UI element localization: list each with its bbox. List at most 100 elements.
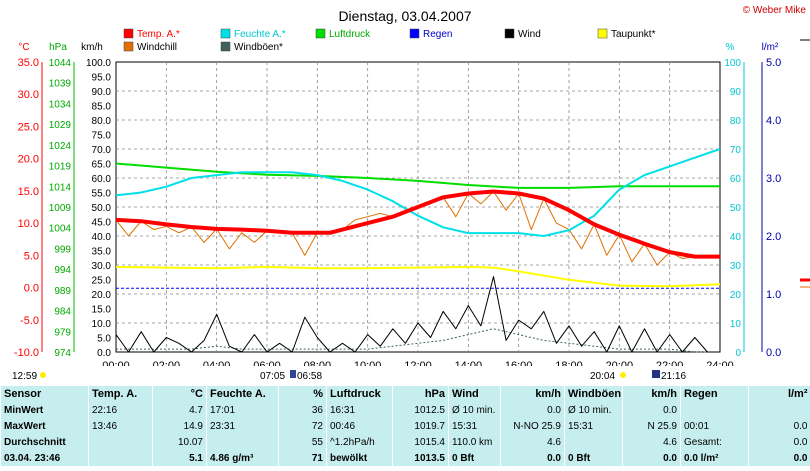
stats-cell: Ø 10 min.	[448, 402, 501, 418]
stats-cell	[206, 434, 279, 450]
x-tick-label: 18:00	[555, 360, 583, 366]
series-windb-en	[116, 328, 720, 353]
pressure-tick-label: 979	[54, 327, 71, 338]
legend-swatch	[123, 41, 134, 52]
temp-tick-label: -10.0	[14, 347, 39, 359]
stats-cell: MinWert	[0, 402, 89, 418]
stats-cell: 72	[278, 418, 327, 434]
stats-cell: MaxWert	[0, 418, 89, 434]
speed-tick-label: 40.0	[92, 232, 112, 243]
series-temp-a	[115, 189, 720, 259]
stats-cell: °C	[152, 386, 207, 402]
speed-tick-label: 85.0	[92, 102, 112, 113]
legend-swatch	[220, 28, 231, 39]
speed-tick-label: 70.0	[92, 145, 112, 156]
time-sunset-2: 21:16	[661, 371, 687, 382]
humidity-unit: %	[726, 42, 735, 53]
stats-cell	[88, 434, 153, 450]
stats-cell: Wind	[448, 386, 501, 402]
stats-cell: Temp. A.	[88, 386, 153, 402]
speed-tick-label: 60.0	[92, 174, 112, 185]
speed-tick-label: 65.0	[92, 160, 112, 171]
rain-tick-label: 2.0	[766, 231, 781, 243]
legend-label: Temp. A.*	[137, 29, 180, 40]
stats-cell: ^1.2hPa/h	[326, 434, 393, 450]
weather-chart: Dienstag, 03.04.2007 © Weber Mike Temp. …	[14, 5, 810, 366]
legend-label: Luftdruck	[329, 29, 371, 40]
speed-tick-label: 30.0	[92, 261, 112, 272]
stats-table: Sensor Temp. A. °C Feuchte A.% Luftdruck hPa W…	[0, 386, 810, 466]
temp-unit: °C	[18, 42, 29, 53]
speed-tick-label: 100.0	[86, 58, 111, 69]
temp-tick-label: 5.0	[24, 250, 39, 262]
stats-row: Durchschnitt 10.07 55 ^1.2hPa/h 1015.4 110.0 …	[0, 434, 810, 450]
rain-tick-label: 5.0	[766, 57, 781, 69]
temp-tick-label: 30.0	[18, 89, 39, 101]
stats-cell	[748, 402, 810, 418]
stats-cell: Durchschnitt	[0, 434, 89, 450]
stats-cell: km/h	[622, 386, 681, 402]
temp-tick-label: 15.0	[18, 186, 39, 198]
legend-label: Feuchte A.*	[234, 29, 286, 40]
x-tick-label: 00:00	[102, 360, 130, 366]
stats-cell: Ø 10 min.	[564, 402, 623, 418]
temp-tick-label: 0.0	[24, 283, 39, 295]
temp-tick-label: 20.0	[18, 154, 39, 166]
rain-tick-label: 0.0	[766, 347, 781, 359]
time-sunrise-2: 06:58	[297, 371, 323, 382]
stats-row: 03.04. 23:46 5.1 4.86 g/m³ 71 bewölkt 1013.5 0…	[0, 450, 810, 466]
stats-cell: 23:31	[206, 418, 279, 434]
x-tick-label: 04:00	[203, 360, 231, 366]
stats-cell: N 25.9	[622, 418, 681, 434]
x-tick-label: 02:00	[153, 360, 181, 366]
speed-unit: km/h	[81, 42, 103, 53]
stats-cell: 4.86 g/m³	[206, 450, 279, 466]
humidity-tick-label: 70	[730, 145, 742, 156]
stats-cell: 36	[278, 402, 327, 418]
stats-cell: 10.07	[152, 434, 207, 450]
pressure-tick-label: 999	[54, 244, 71, 255]
stats-cell: 00:01	[680, 418, 749, 434]
stats-cell	[564, 434, 623, 450]
sun-times: 12:59 07:05 06:58 20:04 21:16	[0, 366, 810, 386]
stats-cell: 0.0	[622, 450, 681, 466]
chart-grid	[115, 61, 721, 353]
stats-cell: 15:31	[448, 418, 501, 434]
speed-tick-label: 95.0	[92, 73, 112, 84]
right-edge-fragment	[800, 39, 810, 288]
series-taupunkt	[115, 265, 721, 288]
pressure-tick-label: 1024	[49, 141, 72, 152]
legend: Temp. A.* Feuchte A.* Luftdruck Regen Wind Ta…	[123, 28, 656, 53]
stats-cell: km/h	[500, 386, 565, 402]
speed-tick-label: 10.0	[92, 319, 112, 330]
humidity-tick-label: 100	[724, 58, 741, 69]
x-tick-label: 06:00	[253, 360, 281, 366]
humidity-tick-label: 20	[730, 290, 742, 301]
pressure-tick-label: 1019	[49, 162, 72, 173]
series-luftdruck	[115, 162, 720, 189]
pressure-tick-label: 974	[54, 348, 71, 359]
stats-cell: 4.7	[152, 402, 207, 418]
copyright: © Weber Mike	[743, 5, 807, 16]
chart-title: Dienstag, 03.04.2007	[338, 8, 471, 24]
stats-cell: 71	[278, 450, 327, 466]
stats-cell: 4.6	[500, 434, 565, 450]
humidity-tick-label: 40	[730, 232, 742, 243]
x-tick-label: 12:00	[404, 360, 432, 366]
stats-cell: Windböen	[564, 386, 623, 402]
chart-axes: 35.0 30.0 25.0 20.0 15.0 10.0 5.0 0.0 -5.0 -10.0 1…	[14, 57, 781, 366]
x-tick-label: 08:00	[304, 360, 332, 366]
temp-tick-label: 25.0	[18, 121, 39, 133]
chart-series	[115, 148, 721, 353]
legend-label: Wind	[518, 29, 541, 40]
stats-cell: N-NO 25.9	[500, 418, 565, 434]
stats-cell: 1015.4	[392, 434, 449, 450]
stats-cell: Luftdruck	[326, 386, 393, 402]
stats-cell: 16:31	[326, 402, 393, 418]
humidity-tick-label: 30	[730, 261, 742, 272]
stats-cell: Gesamt:	[680, 434, 749, 450]
sun-marker-left	[40, 372, 46, 378]
speed-tick-label: 25.0	[92, 276, 112, 287]
pressure-tick-label: 1009	[49, 203, 72, 214]
rain-unit: l/m²	[762, 42, 779, 53]
